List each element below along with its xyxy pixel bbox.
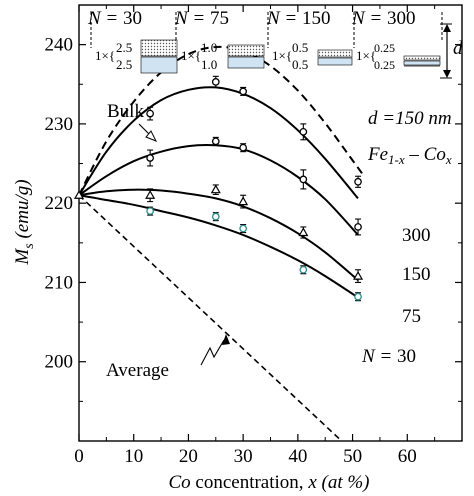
data-point-150 — [239, 143, 247, 152]
series-label-300: 300 — [402, 225, 431, 246]
data-point-300 — [299, 127, 308, 136]
series-label-30: N = 30 — [361, 346, 416, 367]
inset-multiplier: 1×{ — [356, 48, 376, 63]
data-point-75 — [238, 196, 249, 206]
x-tick-label: 20 — [179, 446, 198, 467]
average-pointer — [200, 339, 225, 366]
data-point-30 — [354, 292, 362, 301]
data-point-150 — [146, 154, 154, 162]
average-label: Average — [106, 360, 169, 381]
x-tick-label: 50 — [343, 446, 362, 467]
inset-top-thickness: 2.5 — [116, 40, 132, 55]
arrow-head-down-icon — [443, 70, 451, 78]
series-30-fit — [78, 194, 359, 299]
layer-inset: N = 30 N = 75 N = 150 N = 300 1×{ 2.5 2.… — [87, 8, 463, 79]
fe-layer — [227, 44, 265, 57]
inset-top-thickness: 1.0 — [201, 40, 217, 55]
thickness-d-label: d — [453, 38, 463, 59]
inset-n-label: N = 150 — [266, 8, 331, 29]
thickness-annotation: d =150 nm — [368, 108, 452, 129]
inset-n-label: N = 75 — [174, 8, 229, 29]
data-markers — [73, 75, 364, 302]
inset-n-label: N = 300 — [351, 8, 416, 29]
inset-top-thickness: 0.5 — [292, 40, 308, 55]
inset-bottom-thickness: 2.5 — [116, 57, 132, 72]
y-tick-label: 220 — [45, 193, 74, 214]
bulk-arrow-icon — [145, 130, 158, 142]
co-layer — [140, 56, 178, 74]
y-tick-label: 210 — [45, 272, 74, 293]
y-tick-label: 240 — [45, 35, 74, 56]
data-point-75 — [353, 270, 364, 280]
data-point-75 — [210, 184, 221, 194]
series-label-75: 75 — [402, 306, 421, 327]
co-layer — [317, 57, 353, 66]
x-axis-title: Co concentration, x (at %) — [168, 472, 369, 493]
y-axis-title: Ms (emu/g) — [12, 179, 37, 265]
data-point-30 — [239, 224, 247, 233]
data-point-75 — [145, 190, 156, 199]
inset-top-thickness: 0.25 — [374, 41, 395, 55]
origin-point — [73, 190, 85, 199]
inset-n-label: N = 30 — [87, 8, 142, 29]
data-point-300 — [354, 177, 362, 186]
axis-tick-labels: 0 10 20 30 40 50 60 200 210 220 230 240 — [45, 35, 417, 467]
alloy-annotation: Fe1-x – Cox — [367, 144, 452, 167]
series-label-150: 150 — [402, 264, 431, 285]
average-arrow-icon — [222, 334, 230, 345]
inset-bottom-thickness: 0.5 — [292, 57, 308, 72]
x-tick-label: 30 — [234, 446, 253, 467]
inset-multiplier: 1×{ — [272, 48, 292, 63]
data-point-300 — [146, 109, 154, 118]
data-point-30 — [211, 212, 220, 221]
x-tick-label: 10 — [124, 446, 143, 467]
data-point-150 — [299, 175, 308, 184]
x-tick-label: 60 — [398, 446, 417, 467]
data-point-150 — [211, 137, 220, 146]
inset-multiplier: 1×{ — [95, 48, 115, 63]
y-tick-label: 200 — [45, 352, 74, 373]
data-point-30 — [299, 265, 308, 274]
data-point-30 — [146, 207, 154, 215]
y-tick-label: 230 — [45, 114, 74, 135]
data-point-300 — [239, 87, 247, 96]
fe-layer — [403, 55, 441, 61]
inset-bottom-thickness: 1.0 — [201, 57, 217, 72]
fe-layer — [317, 49, 353, 58]
inset-multiplier: 1×{ — [181, 48, 201, 63]
data-point-150 — [354, 223, 362, 231]
co-layer — [403, 60, 441, 66]
inset-bottom-thickness: 0.25 — [374, 58, 395, 72]
x-tick-label: 0 — [74, 446, 84, 467]
axis-ticks — [78, 5, 462, 441]
x-tick-label: 40 — [288, 446, 307, 467]
data-point-75 — [298, 227, 309, 237]
data-point-300 — [211, 78, 220, 86]
arrow-head-up-icon — [443, 24, 451, 32]
fe-layer — [140, 39, 178, 57]
co-layer — [227, 56, 265, 69]
bulk-label: Bulk — [107, 101, 144, 122]
